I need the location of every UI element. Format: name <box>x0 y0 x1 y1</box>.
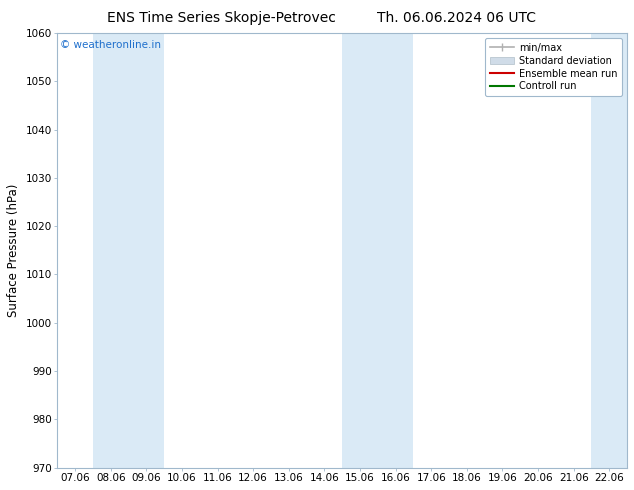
Bar <box>342 33 413 467</box>
Legend: min/max, Standard deviation, Ensemble mean run, Controll run: min/max, Standard deviation, Ensemble me… <box>485 38 622 97</box>
Y-axis label: Surface Pressure (hPa): Surface Pressure (hPa) <box>7 184 20 317</box>
Bar <box>592 33 627 467</box>
Text: ENS Time Series Skopje-Petrovec: ENS Time Series Skopje-Petrovec <box>107 11 337 25</box>
Bar <box>93 33 164 467</box>
Text: © weatheronline.in: © weatheronline.in <box>60 40 161 49</box>
Text: Th. 06.06.2024 06 UTC: Th. 06.06.2024 06 UTC <box>377 11 536 25</box>
